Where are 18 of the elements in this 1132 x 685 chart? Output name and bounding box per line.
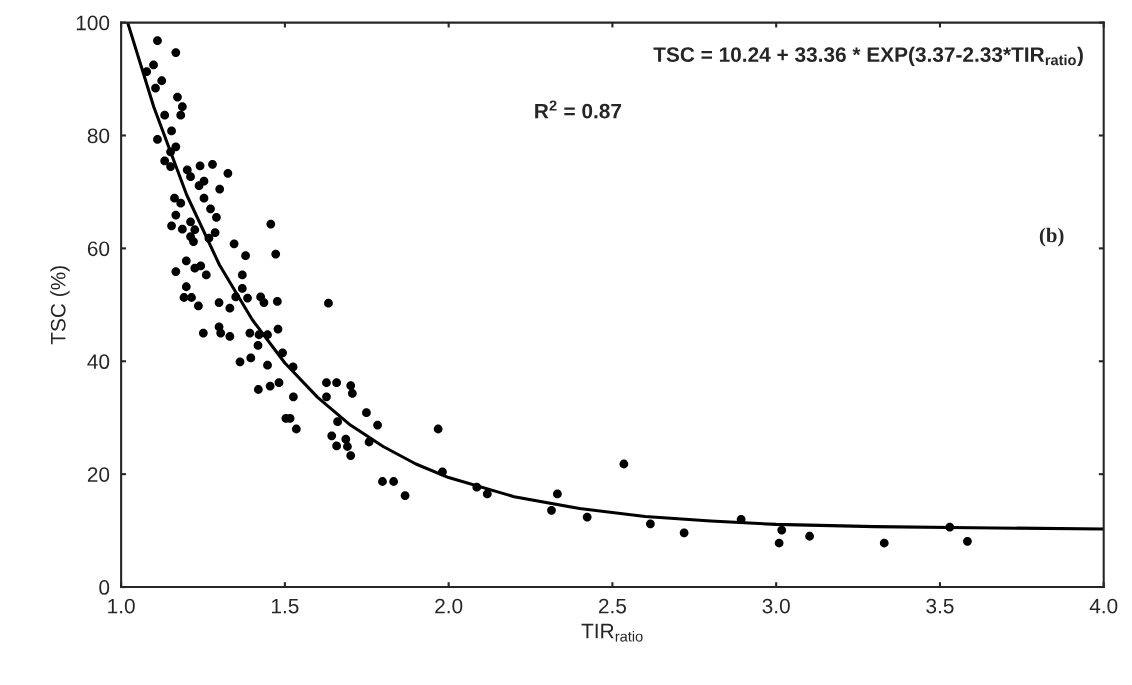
y-tick-label: 0 [99,580,110,595]
y-tick-label: 60 [87,241,110,257]
y-tick-label: 20 [87,467,110,482]
y-tick-label: 80 [87,128,110,144]
x-tick-label: 1.0 [108,598,135,614]
y-tick-label: 40 [87,354,110,370]
x-tick-label: 3.5 [926,598,954,614]
x-tick-label: 4.0 [1089,598,1118,614]
annotation: TSC = 10.24 + 33.36 * EXP(3.37-2.33*TIR$_{ratio}$) [653,46,1083,67]
x-tick-label: 2.0 [435,598,463,614]
annotation: R$^{2}$ = 0.87 [535,100,622,119]
x-tick-label: 3.0 [762,598,790,614]
x-tick-label: 2.5 [598,598,627,614]
x-axis-title: TIR$_{ratio}$ [581,623,643,642]
y-tick-label: 100 [76,15,110,31]
y-axis-title: TSC (%) [50,266,70,345]
annotation: (b) [1039,227,1064,247]
x-tick-label: 1.5 [272,598,299,614]
